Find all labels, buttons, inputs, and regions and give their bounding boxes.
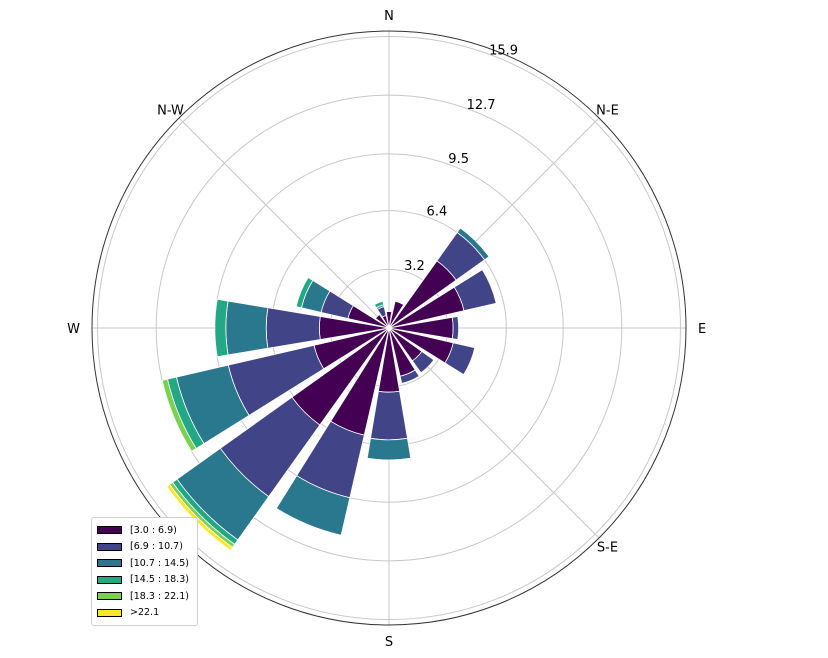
radial-tick-label: 3.2 <box>404 259 425 274</box>
legend-swatch <box>97 559 122 568</box>
wind-bar-segment <box>388 300 405 329</box>
legend-swatch <box>97 542 122 551</box>
legend: [3.0 : 6.9) [6.9 : 10.7) [10.7 : 14.5) [… <box>91 517 198 626</box>
legend-swatch <box>97 592 122 601</box>
radial-tick-label: 15.9 <box>489 44 518 59</box>
legend-swatch <box>97 575 122 584</box>
legend-swatch <box>97 526 122 535</box>
wind-bar-segment <box>366 437 412 461</box>
legend-label: [14.5 : 18.3) <box>130 574 189 586</box>
radial-tick-label: 9.5 <box>448 152 469 167</box>
direction-label: W <box>67 322 80 337</box>
legend-label: [10.7 : 14.5) <box>130 557 189 569</box>
legend-label: [6.9 : 10.7) <box>130 541 183 553</box>
wind-bar-segment <box>456 227 490 261</box>
legend-label: >22.1 <box>130 607 160 619</box>
outer-circle <box>91 30 687 626</box>
legend-label: [18.3 : 22.1) <box>130 590 189 602</box>
wind-bar-segment <box>265 307 321 349</box>
legend-entry: [3.0 : 6.9) <box>97 522 192 539</box>
grid-ring <box>97 36 681 620</box>
grid-ring <box>155 94 623 562</box>
radial-tick-labels: 3.2 6.4 9.5 12.7 15.9 <box>404 44 518 274</box>
wind-bar-segment <box>385 311 393 329</box>
wind-bar-segment <box>275 475 351 536</box>
direction-label: S <box>385 635 393 650</box>
legend-swatch <box>97 608 122 617</box>
wind-bar-segment <box>370 390 408 441</box>
wind-bar-segment <box>295 276 314 309</box>
direction-label: E <box>698 322 706 337</box>
polar-frame <box>91 30 687 626</box>
wind-bar-segment <box>225 300 269 356</box>
wind-bar-segment <box>411 350 435 374</box>
wind-bar-segment <box>373 300 385 309</box>
direction-label: N-W <box>157 104 184 119</box>
wind-bar-segment <box>214 298 229 358</box>
radial-tick-label: 12.7 <box>467 98 496 113</box>
wind-bar-segment <box>451 316 460 340</box>
legend-entry: [10.7 : 14.5) <box>97 555 192 572</box>
wind-bar-segment <box>166 483 234 551</box>
grid-spoke <box>178 117 390 329</box>
direction-label: S-E <box>597 540 618 555</box>
wind-bar-segment <box>375 314 390 329</box>
legend-entry: >22.1 <box>97 605 192 622</box>
legend-entry: [18.3 : 22.1) <box>97 588 192 605</box>
wind-rose-bars <box>161 227 497 551</box>
radial-tick-label: 6.4 <box>427 205 448 220</box>
direction-label: N-E <box>596 104 619 119</box>
wind-bar-segment <box>444 342 476 376</box>
legend-entry: [14.5 : 18.3) <box>97 572 192 589</box>
legend-label: [3.0 : 6.9) <box>130 524 177 536</box>
wind-bar-segment <box>453 269 497 312</box>
wind-bar-segment <box>399 369 420 384</box>
legend-entry: [6.9 : 10.7) <box>97 539 192 556</box>
direction-label: N <box>384 9 394 24</box>
wind-bar-segment <box>161 378 197 452</box>
